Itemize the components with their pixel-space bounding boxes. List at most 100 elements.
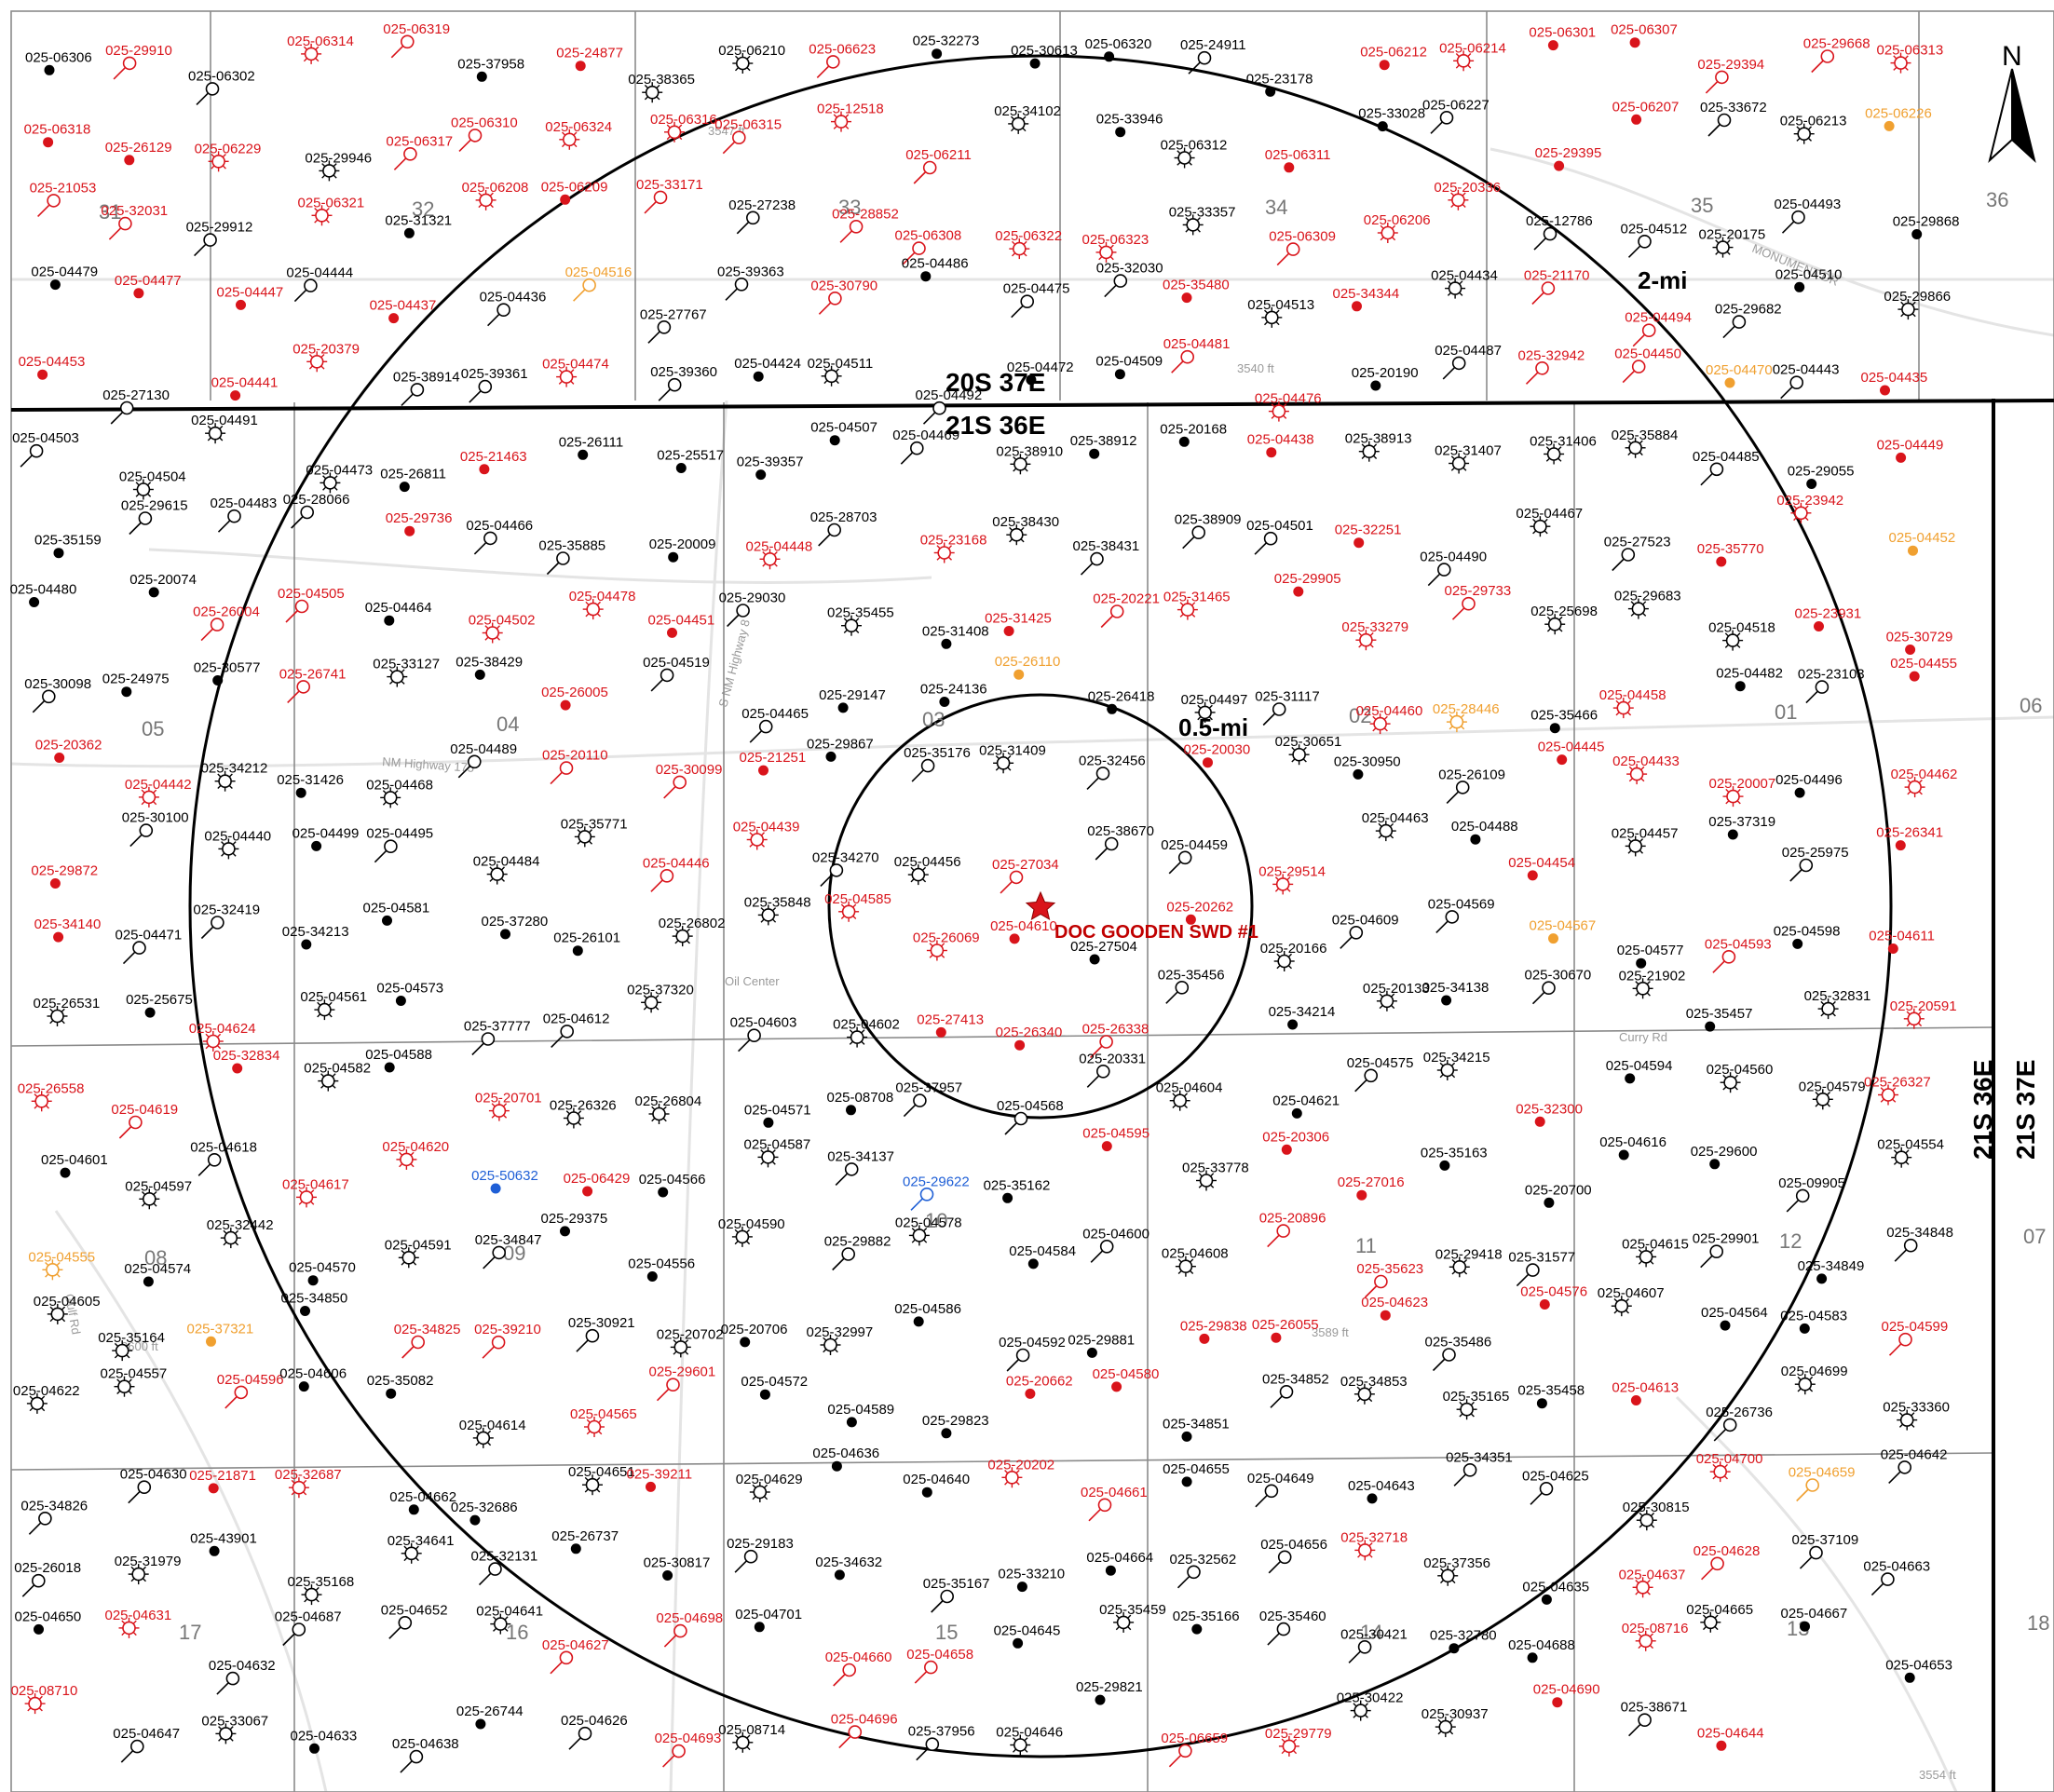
well-marker[interactable]: 025-04584: [1009, 1243, 1076, 1269]
well-marker[interactable]: 025-29682: [1715, 302, 1782, 339]
well-marker[interactable]: 025-04633: [291, 1728, 358, 1754]
well-marker[interactable]: 025-25517: [657, 448, 724, 474]
well-marker[interactable]: 025-06322: [995, 228, 1062, 260]
well-marker[interactable]: 025-24136: [920, 682, 987, 708]
well-marker[interactable]: 025-38365: [628, 72, 695, 103]
well-marker[interactable]: 025-04482: [1716, 666, 1783, 692]
well-marker[interactable]: 025-32562: [1170, 1552, 1237, 1589]
well-marker[interactable]: 025-33028: [1358, 106, 1425, 132]
well-marker[interactable]: 025-32030: [1096, 261, 1163, 298]
well-marker[interactable]: 025-35480: [1163, 278, 1230, 304]
well-marker[interactable]: 025-06209: [541, 179, 608, 205]
well-marker[interactable]: 025-04478: [569, 589, 636, 620]
well-marker[interactable]: 025-04574: [124, 1261, 191, 1287]
well-marker[interactable]: 025-29394: [1697, 57, 1764, 94]
well-marker[interactable]: 025-31409: [979, 742, 1046, 774]
well-marker[interactable]: 025-06314: [287, 34, 354, 64]
well-marker[interactable]: 025-35885: [538, 538, 605, 576]
well-marker[interactable]: 025-04615: [1622, 1236, 1689, 1268]
well-marker[interactable]: 025-04456: [894, 854, 961, 886]
well-marker[interactable]: 025-04497: [1181, 692, 1248, 723]
well-marker[interactable]: 025-29418: [1435, 1246, 1503, 1278]
well-marker[interactable]: 025-20202: [987, 1457, 1054, 1488]
well-marker[interactable]: 025-04573: [376, 981, 443, 1007]
well-marker[interactable]: 025-04434: [1431, 268, 1498, 299]
well-marker[interactable]: 025-32718: [1340, 1529, 1408, 1561]
well-marker[interactable]: 025-04661: [1081, 1485, 1148, 1522]
well-marker[interactable]: 025-23168: [920, 533, 987, 563]
well-marker[interactable]: 025-37958: [457, 56, 524, 82]
well-marker[interactable]: 025-34848: [1886, 1225, 1953, 1262]
well-marker[interactable]: 025-04618: [190, 1139, 257, 1176]
well-marker[interactable]: 025-04581: [363, 900, 430, 926]
well-marker[interactable]: 025-04484: [473, 854, 540, 885]
well-marker[interactable]: 025-04596: [217, 1372, 284, 1409]
well-marker[interactable]: 025-35460: [1259, 1609, 1326, 1646]
well-marker[interactable]: 025-29838: [1180, 1318, 1247, 1344]
well-marker[interactable]: 025-04646: [996, 1725, 1063, 1756]
well-marker[interactable]: 025-04636: [812, 1446, 879, 1472]
well-marker[interactable]: 025-33778: [1182, 1161, 1249, 1191]
well-marker[interactable]: 025-29622: [903, 1174, 970, 1211]
well-marker[interactable]: 025-30098: [24, 676, 91, 713]
well-marker[interactable]: 025-04455: [1890, 656, 1957, 682]
well-marker[interactable]: 025-35623: [1356, 1261, 1423, 1298]
well-marker[interactable]: 025-04557: [101, 1366, 168, 1397]
well-marker[interactable]: 025-34851: [1163, 1416, 1230, 1442]
well-marker[interactable]: 025-06213: [1780, 114, 1847, 144]
well-marker[interactable]: 025-04627: [542, 1637, 609, 1675]
well-marker[interactable]: 025-04483: [211, 496, 278, 533]
well-marker[interactable]: 025-06319: [383, 21, 450, 59]
well-marker[interactable]: 025-04503: [12, 430, 79, 468]
well-marker[interactable]: 025-33357: [1169, 204, 1236, 236]
well-marker[interactable]: 025-04457: [1612, 825, 1679, 857]
well-marker[interactable]: 025-34825: [394, 1322, 461, 1359]
well-marker[interactable]: 025-04635: [1522, 1579, 1589, 1605]
well-marker[interactable]: 025-26326: [550, 1098, 617, 1129]
well-marker[interactable]: 025-04487: [1435, 343, 1502, 380]
well-marker[interactable]: 025-29779: [1265, 1726, 1332, 1757]
well-marker[interactable]: 025-26018: [14, 1560, 81, 1597]
well-marker[interactable]: 025-04645: [994, 1622, 1061, 1649]
well-marker[interactable]: 025-04595: [1082, 1126, 1149, 1152]
well-marker[interactable]: 025-06211: [905, 147, 972, 184]
well-marker[interactable]: 025-39210: [474, 1322, 541, 1359]
well-marker[interactable]: 025-04507: [810, 420, 877, 446]
well-marker[interactable]: 025-29601: [649, 1364, 716, 1402]
well-marker[interactable]: 025-04491: [191, 413, 258, 444]
well-marker[interactable]: 025-08710: [11, 1683, 78, 1715]
well-marker[interactable]: 025-04560: [1707, 1062, 1774, 1093]
well-marker[interactable]: 025-34102: [994, 103, 1061, 134]
well-marker[interactable]: 025-37109: [1792, 1532, 1859, 1569]
well-marker[interactable]: 025-04626: [561, 1713, 628, 1750]
well-marker[interactable]: 025-04513: [1247, 297, 1314, 328]
well-marker[interactable]: 025-34138: [1422, 980, 1489, 1006]
well-marker[interactable]: 025-04511: [808, 356, 874, 387]
well-marker[interactable]: 025-26004: [193, 604, 260, 642]
well-marker[interactable]: 025-33067: [201, 1713, 268, 1744]
well-marker[interactable]: 025-04647: [113, 1726, 180, 1763]
well-marker[interactable]: 025-04644: [1697, 1725, 1764, 1751]
well-marker[interactable]: 025-21902: [1619, 968, 1686, 999]
well-marker[interactable]: 025-08708: [827, 1090, 894, 1116]
well-marker[interactable]: 025-26338: [1082, 1022, 1149, 1059]
well-marker[interactable]: 025-38914: [393, 369, 460, 406]
well-marker[interactable]: 025-34641: [388, 1533, 455, 1564]
well-marker[interactable]: 025-29912: [186, 220, 253, 257]
well-marker[interactable]: 025-27767: [640, 306, 707, 344]
well-marker[interactable]: 025-04601: [41, 1152, 108, 1178]
well-marker[interactable]: 025-08714: [718, 1722, 785, 1753]
well-marker[interactable]: 025-26111: [559, 434, 624, 460]
well-marker[interactable]: 025-04518: [1708, 620, 1775, 651]
well-marker[interactable]: 025-04592: [999, 1335, 1066, 1372]
well-marker[interactable]: 025-04452: [1889, 530, 1956, 556]
well-marker[interactable]: 025-04450: [1614, 346, 1681, 384]
well-marker[interactable]: 025-04448: [746, 538, 813, 570]
well-marker[interactable]: 025-23942: [1776, 493, 1843, 523]
well-marker[interactable]: 025-35166: [1173, 1609, 1240, 1635]
well-marker[interactable]: 025-04587: [744, 1136, 811, 1168]
well-marker[interactable]: 025-38909: [1175, 512, 1242, 550]
well-marker[interactable]: 025-04623: [1361, 1295, 1428, 1321]
well-marker[interactable]: 025-32442: [207, 1217, 274, 1249]
well-marker[interactable]: 025-04443: [1773, 362, 1840, 400]
